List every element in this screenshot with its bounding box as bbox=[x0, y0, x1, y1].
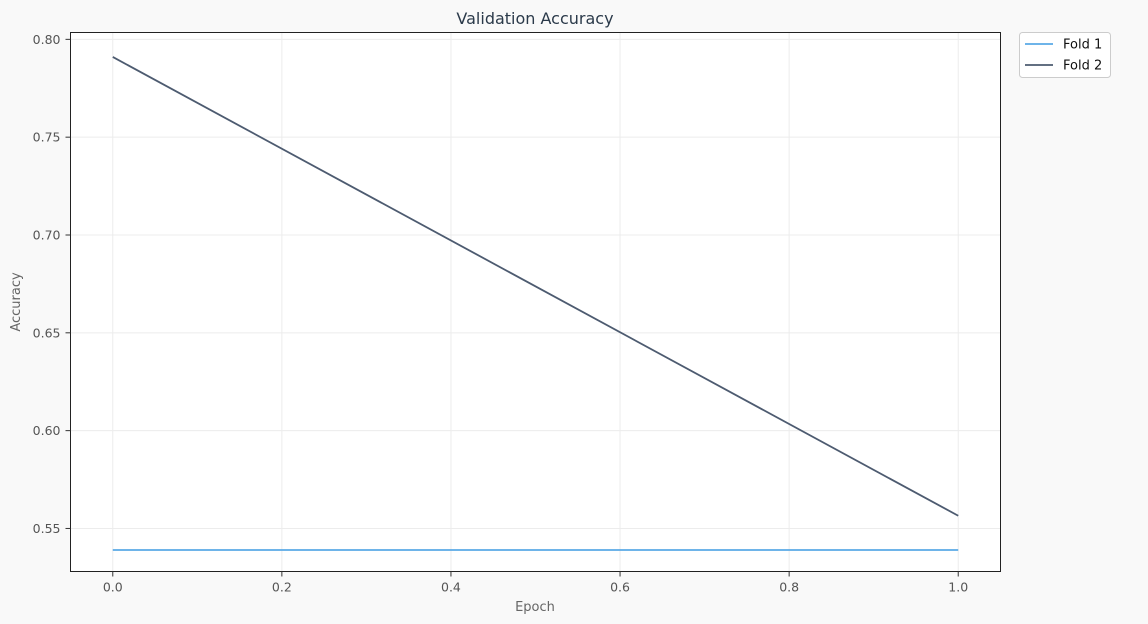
series-line-fold-2 bbox=[112, 56, 959, 517]
plot-frame bbox=[70, 32, 1001, 572]
x-axis-ticks: 0.0 0.2 0.4 0.6 0.8 1.0 bbox=[103, 571, 968, 595]
grid-lines bbox=[70, 32, 1001, 572]
y-tick-label: 0.65 bbox=[33, 325, 61, 340]
y-tick-label: 0.70 bbox=[33, 227, 61, 242]
x-tick-label: 0.6 bbox=[610, 580, 630, 595]
y-axis-label: Accuracy bbox=[9, 272, 24, 332]
legend: Fold 1 Fold 2 bbox=[1019, 32, 1111, 78]
y-tick-label: 0.55 bbox=[33, 521, 61, 536]
y-tick-label: 0.60 bbox=[33, 423, 61, 438]
series-lines bbox=[112, 56, 959, 551]
x-tick-label: 1.0 bbox=[948, 580, 968, 595]
x-tick-label: 0.4 bbox=[441, 580, 461, 595]
x-tick-label: 0.0 bbox=[103, 580, 123, 595]
x-tick-label: 0.8 bbox=[779, 580, 799, 595]
y-tick-label: 0.80 bbox=[33, 32, 61, 47]
y-axis-ticks: 0.55 0.60 0.65 0.70 0.75 0.80 bbox=[33, 32, 71, 536]
y-tick-label: 0.75 bbox=[33, 130, 61, 145]
plot-area bbox=[70, 32, 1001, 572]
chart-title: Validation Accuracy bbox=[456, 9, 613, 28]
legend-label-fold-2: Fold 2 bbox=[1063, 59, 1102, 74]
legend-label-fold-1: Fold 1 bbox=[1063, 38, 1102, 53]
x-axis-label: Epoch bbox=[515, 600, 555, 615]
x-tick-label: 0.2 bbox=[272, 580, 292, 595]
